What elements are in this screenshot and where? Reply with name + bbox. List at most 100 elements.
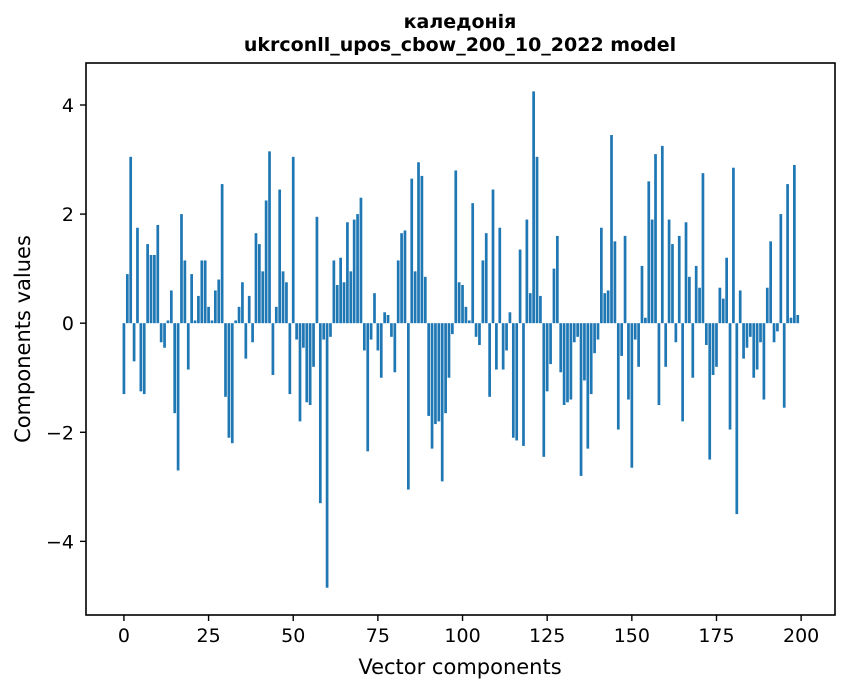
bar [688,276,691,324]
bar [511,323,515,438]
bar [515,323,519,441]
bar [495,323,498,370]
bar [491,189,495,324]
bar [339,257,342,324]
bar [769,241,773,324]
bar [518,249,522,324]
bar [332,260,336,324]
y-tick-label: −2 [46,422,74,444]
bar [671,244,674,324]
bar [193,320,197,324]
x-tick-label: 125 [529,625,565,647]
bar [498,227,502,324]
bar [576,323,580,337]
bar [224,323,227,397]
bar [451,323,454,335]
bar [217,279,221,324]
bar [149,255,153,324]
bar [796,315,800,324]
x-axis-ticks: 0 25 50 75 100 125 150 175 200 [118,615,819,647]
bar [579,323,583,476]
bar [264,200,268,324]
bar [481,260,485,324]
chart-subtitle: ukrconll_upos_cbow_200_10_2022 model [244,34,676,56]
bar [613,241,617,324]
bars-group [122,91,800,588]
bar [745,323,749,348]
bar [434,323,437,425]
bar [684,222,688,324]
bar [694,265,698,324]
bar [637,323,640,367]
bar [555,235,559,324]
bar [271,323,275,375]
bar [603,293,607,324]
bar [393,323,397,373]
bar [376,323,380,351]
bar [748,323,752,337]
bar [732,167,735,324]
bar [295,323,298,340]
bar [525,219,529,324]
bar [776,323,779,332]
bar [715,323,718,367]
bar [241,282,244,324]
bar [474,323,478,337]
bar [410,178,414,324]
bar [220,184,224,324]
bar [471,203,475,324]
y-axis-label: Components values [11,235,35,443]
bar [210,320,214,324]
bar [606,290,610,324]
bar [444,323,447,414]
bar [667,219,671,324]
bar [383,312,387,324]
bar [346,222,349,324]
bar [627,323,630,400]
bar [427,323,431,416]
chart-title: каледонія [404,11,517,33]
bar [356,214,359,324]
bar [373,293,376,324]
bar [125,274,129,324]
bar [153,255,156,324]
bar [352,219,356,324]
bar [169,290,173,324]
bar [423,276,427,324]
bar [308,323,312,405]
bar [366,323,370,452]
bar [285,282,288,324]
bar [640,265,644,324]
bar [247,295,251,324]
bar [325,323,329,588]
bar [647,181,651,324]
bar [234,320,238,324]
bar [633,323,637,340]
bar [457,282,461,324]
bar [782,323,786,408]
bar [139,323,143,392]
bar [545,323,549,392]
bar [752,323,756,378]
bar [163,323,166,348]
bar [704,323,708,345]
y-tick-label: 0 [62,313,74,335]
bar [654,154,657,324]
bar [644,317,647,324]
bar [501,323,505,370]
bar [562,323,566,405]
bar [315,216,319,324]
bar [274,306,278,324]
bar [461,285,464,324]
bar [528,293,532,324]
bar [291,156,295,324]
x-tick-label: 0 [118,625,130,647]
bar [403,230,407,324]
bar [549,323,552,365]
bar [467,320,471,324]
bar [610,135,613,324]
bar [454,170,458,324]
bar [657,323,661,405]
x-tick-label: 175 [698,625,734,647]
bar [173,323,177,414]
